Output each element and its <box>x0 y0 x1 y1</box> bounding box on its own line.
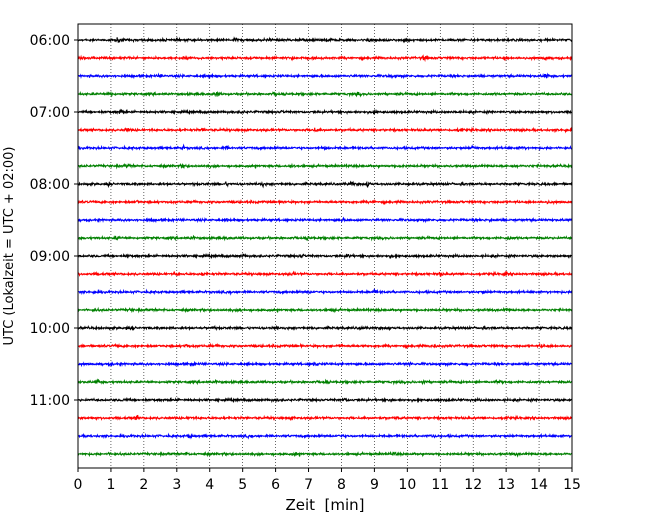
x-tick-label: 8 <box>337 477 346 493</box>
y-tick-label: 08:00 <box>30 177 70 193</box>
trace-line <box>77 306 573 314</box>
trace-line <box>77 162 573 170</box>
trace-line <box>77 108 573 116</box>
y-axis-label: UTC (Lokalzeit = UTC + 02:00) <box>2 147 17 346</box>
trace-line <box>77 234 573 242</box>
trace-line <box>77 180 573 189</box>
trace-line <box>77 324 573 332</box>
x-axis-ticks: 0 1 2 3 4 5 6 7 8 9 10 11 12 13 14 15 <box>74 468 581 493</box>
trace-line <box>77 90 573 98</box>
seismic-traces <box>77 36 573 458</box>
x-tick-label: 7 <box>304 477 313 493</box>
x-tick-label: 1 <box>106 477 115 493</box>
x-tick-label: 3 <box>172 477 181 493</box>
grid-lines <box>110 24 540 468</box>
x-tick-label: 10 <box>398 477 416 493</box>
x-tick-label: 15 <box>563 477 581 493</box>
trace-line <box>77 198 573 206</box>
x-tick-label: 0 <box>74 477 83 493</box>
trace-line <box>77 342 573 350</box>
y-axis-ticks: 06:00 07:00 08:00 09:00 10:00 11:00 <box>30 33 78 409</box>
trace-line <box>77 252 573 260</box>
y-tick-label: 10:00 <box>30 321 70 337</box>
trace-line <box>77 396 573 404</box>
x-tick-label: 6 <box>271 477 280 493</box>
trace-line <box>77 414 573 422</box>
trace-line <box>77 126 573 134</box>
x-tick-label: 9 <box>370 477 379 493</box>
trace-line <box>77 143 573 152</box>
x-tick-label: 4 <box>205 477 214 493</box>
plot-frame <box>77 23 573 469</box>
x-tick-label: 5 <box>238 477 247 493</box>
trace-line <box>77 450 573 458</box>
trace-line <box>77 54 573 63</box>
trace-line <box>77 216 573 224</box>
trace-line <box>77 270 573 278</box>
x-tick-label: 13 <box>497 477 515 493</box>
trace-line <box>77 432 573 440</box>
x-tick-label: 2 <box>139 477 148 493</box>
y-tick-label: 07:00 <box>30 105 70 121</box>
x-axis-label: Zeit [min] <box>285 496 364 514</box>
x-tick-label: 11 <box>431 477 449 493</box>
y-tick-label: 09:00 <box>30 249 70 265</box>
x-tick-label: 12 <box>464 477 482 493</box>
trace-line <box>77 72 573 80</box>
y-tick-label: 11:00 <box>30 393 70 409</box>
trace-line <box>77 288 573 296</box>
trace-line <box>77 360 573 368</box>
trace-line <box>77 378 573 386</box>
trace-line <box>77 36 573 44</box>
y-tick-label: 06:00 <box>30 33 70 49</box>
x-tick-label: 14 <box>530 477 548 493</box>
